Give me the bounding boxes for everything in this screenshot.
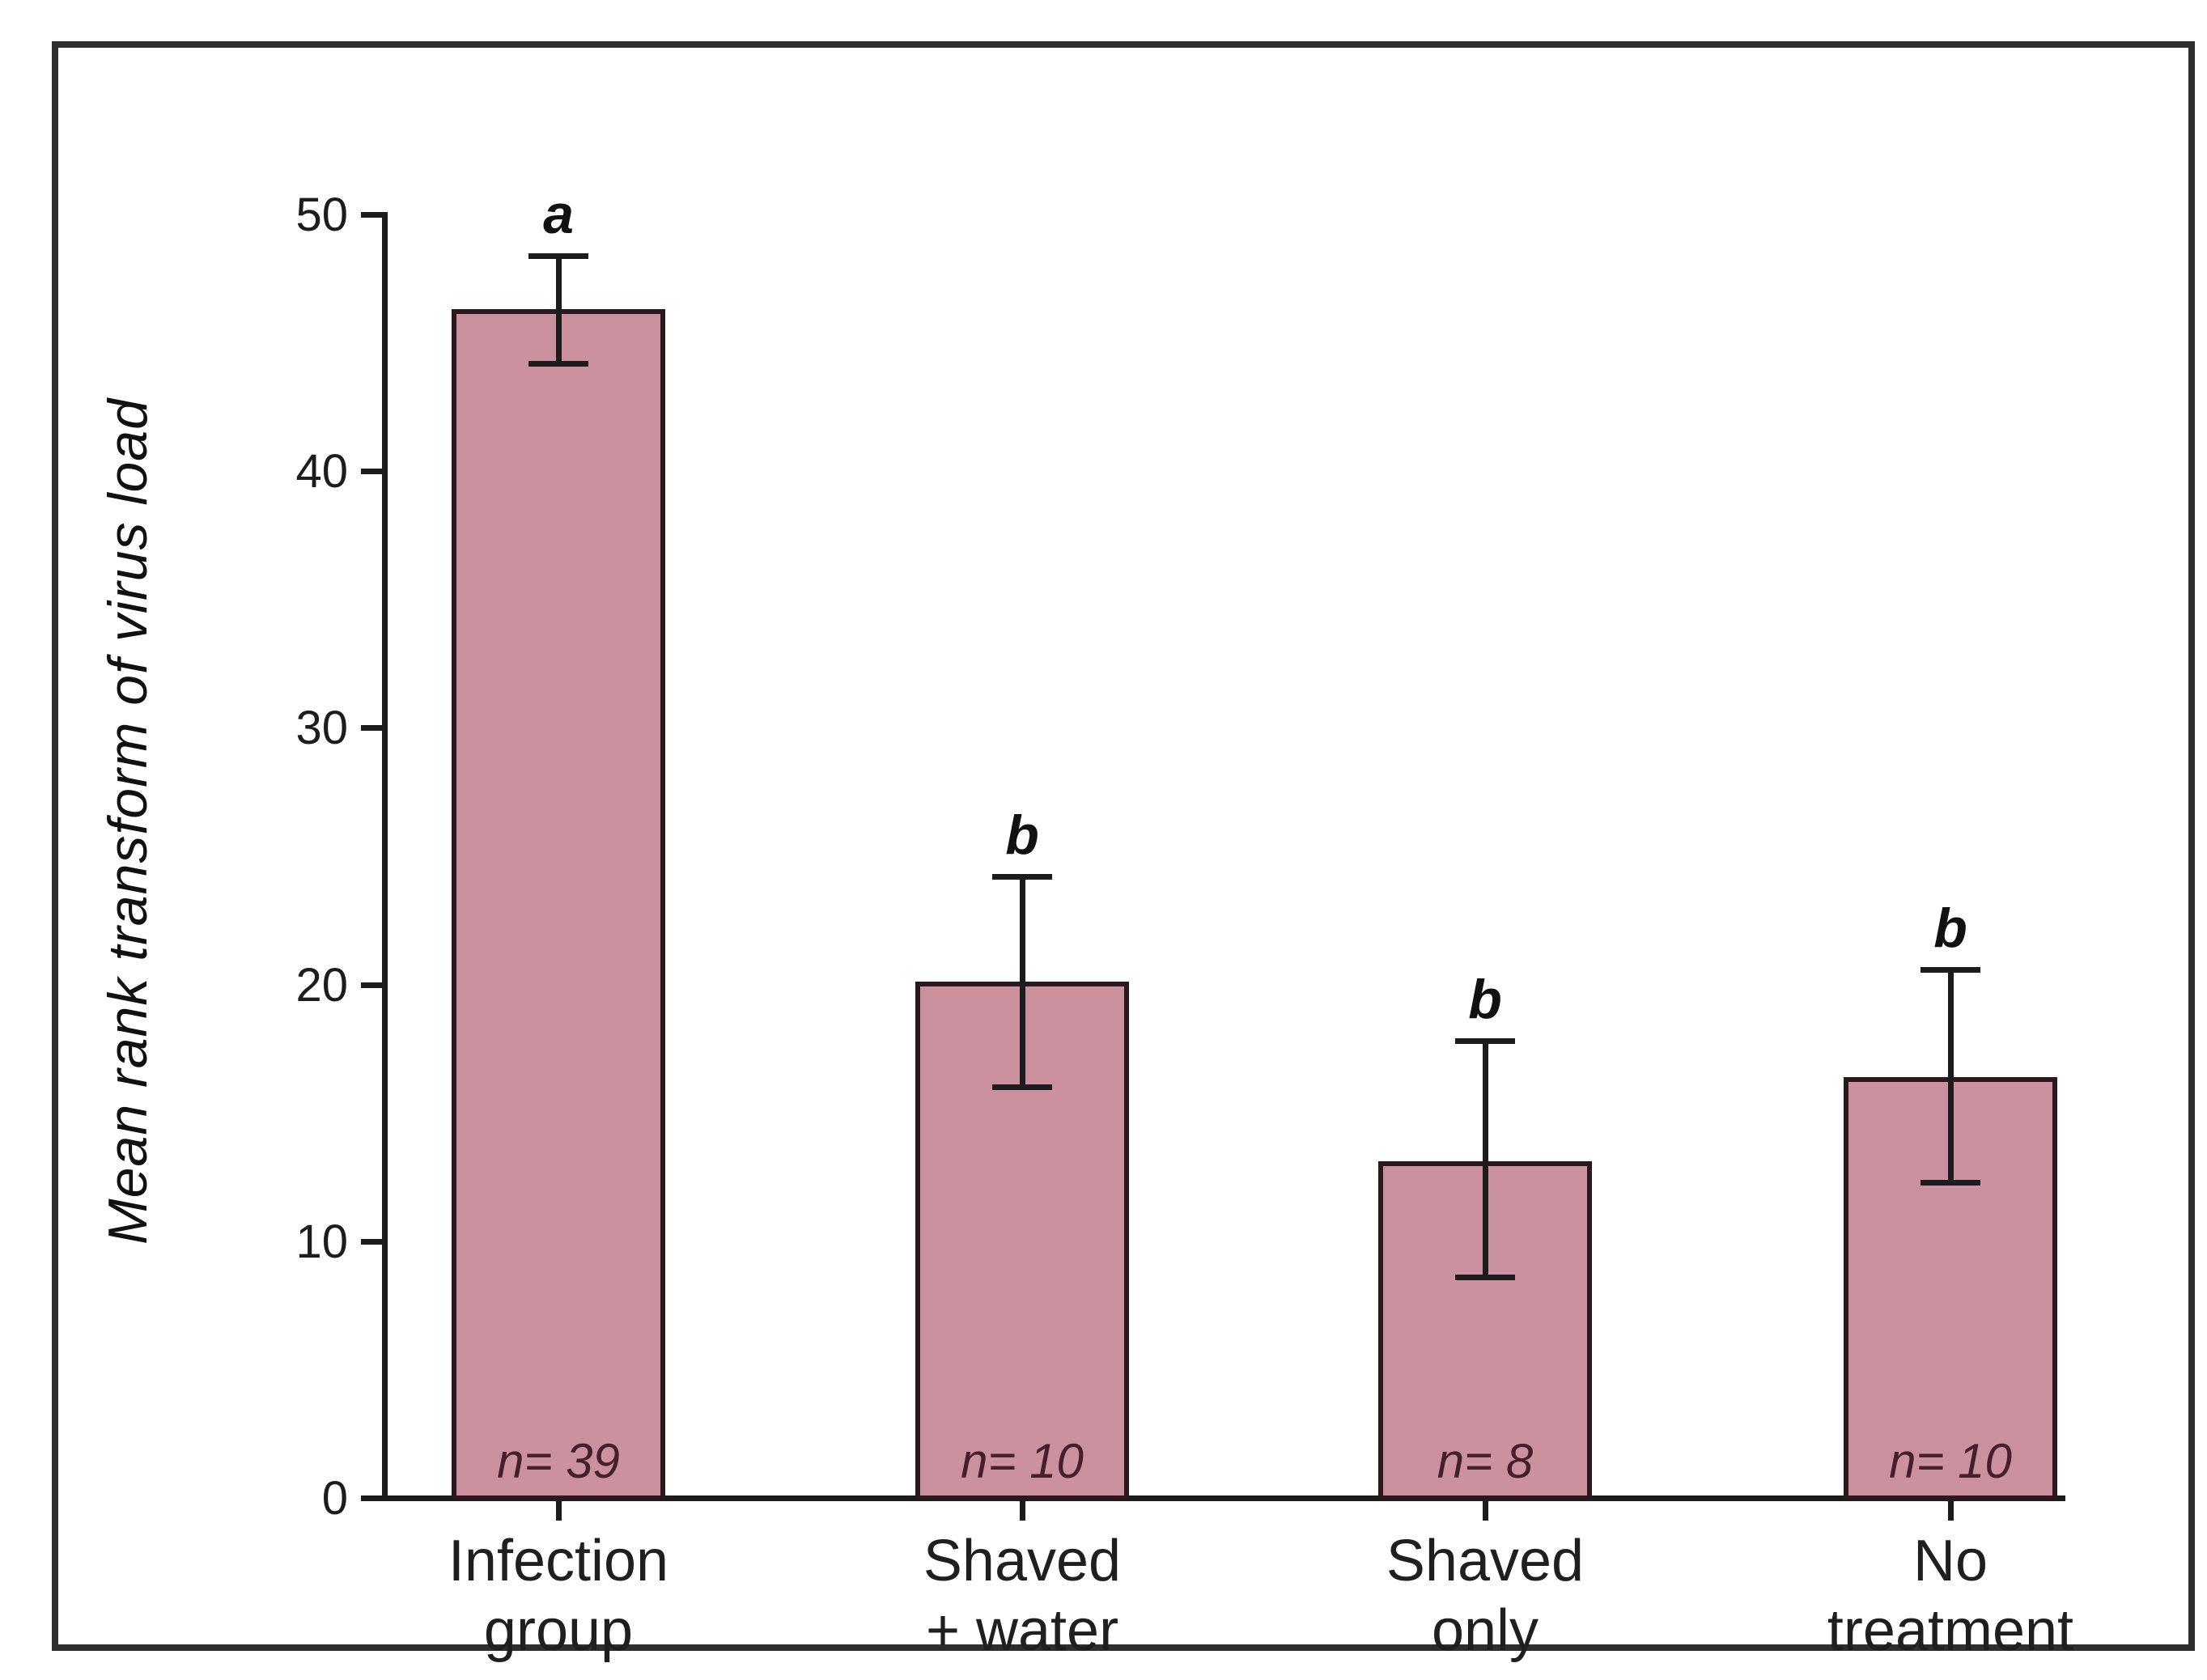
x-tick — [1020, 1501, 1025, 1521]
y-axis-title: Mean rank transform of virus load — [97, 398, 159, 1245]
error-bar-stem — [1020, 876, 1025, 1087]
x-tick — [1483, 1501, 1488, 1521]
error-bar-cap-top — [528, 253, 588, 259]
sample-size-label: n= 39 — [497, 1434, 620, 1488]
y-tick-label: 40 — [295, 445, 348, 498]
y-tick — [361, 982, 382, 988]
sample-size-label: n= 10 — [1889, 1434, 2012, 1488]
y-tick-label: 10 — [295, 1215, 348, 1268]
error-bar-cap-bottom — [1921, 1180, 1980, 1186]
error-bar-cap-bottom — [1455, 1275, 1515, 1280]
x-tick — [556, 1501, 562, 1521]
sample-size-label: n= 8 — [1437, 1434, 1534, 1488]
error-bar-cap-bottom — [528, 361, 588, 367]
x-category-label: Shaved + water — [763, 1526, 1281, 1665]
y-tick-label: 30 — [295, 702, 348, 754]
significance-letter: b — [1005, 804, 1039, 866]
error-bar-stem — [1483, 1041, 1488, 1277]
y-axis-line — [382, 212, 388, 1501]
y-tick — [361, 1239, 382, 1245]
error-bar-stem — [1948, 969, 1954, 1182]
x-tick — [1948, 1501, 1954, 1521]
x-category-label: Shaved only — [1226, 1526, 1744, 1665]
y-tick — [361, 469, 382, 474]
x-category-label: No treatment — [1691, 1526, 2207, 1665]
significance-letter: a — [543, 184, 574, 245]
sample-size-label: n= 10 — [961, 1434, 1084, 1488]
error-bar-stem — [556, 256, 562, 363]
y-tick — [361, 212, 382, 218]
x-category-label-line: Shaved — [923, 1529, 1122, 1593]
y-tick-label: 20 — [295, 959, 348, 1012]
bar-infection-group — [452, 309, 665, 1500]
y-tick-label: 0 — [321, 1472, 348, 1525]
x-category-label-line: group — [483, 1598, 634, 1663]
x-category-label-line: Shaved — [1386, 1529, 1585, 1593]
x-category-label-line: No — [1912, 1529, 1988, 1593]
y-tick — [361, 725, 382, 731]
error-bar-cap-top — [1455, 1038, 1515, 1044]
significance-letter: b — [1933, 897, 1967, 959]
x-category-label-line: Infection — [448, 1529, 669, 1593]
x-category-label-line: + water — [925, 1598, 1119, 1663]
x-category-label-line: only — [1431, 1598, 1539, 1663]
significance-letter: b — [1468, 969, 1502, 1030]
x-category-label-line: treatment — [1827, 1598, 2074, 1663]
y-tick — [361, 1495, 382, 1501]
x-category-label: Infection group — [299, 1526, 817, 1665]
figure-border — [52, 41, 2195, 1651]
error-bar-cap-top — [1921, 967, 1980, 973]
error-bar-cap-bottom — [992, 1084, 1052, 1090]
error-bar-cap-top — [992, 874, 1052, 880]
x-axis-line — [382, 1495, 2065, 1501]
y-tick-label: 50 — [295, 189, 348, 241]
